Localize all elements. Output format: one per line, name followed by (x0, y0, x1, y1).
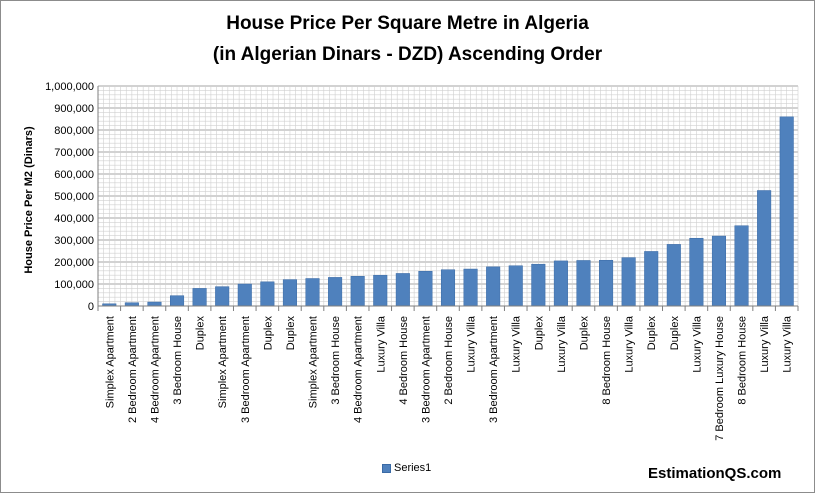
bar (350, 276, 365, 307)
x-tick-label: Luxury Villa (782, 315, 794, 373)
x-tick-label: Luxury Villa (759, 315, 771, 373)
x-tick-label: Luxury Villa (624, 315, 636, 373)
bar (508, 265, 523, 307)
bar (147, 301, 162, 307)
bar (689, 237, 704, 307)
axes (97, 86, 799, 311)
x-tick-label: 2 Bedroom House (443, 316, 455, 405)
y-tick-label: 0 (88, 301, 94, 313)
chart-title: House Price Per Square Metre in Algeria (226, 13, 589, 34)
y-tick-label: 400,000 (54, 213, 94, 225)
bar (395, 273, 410, 307)
bar (711, 235, 726, 307)
y-tick-label: 200,000 (54, 257, 94, 269)
legend-swatch (382, 463, 391, 473)
y-tick-label: 900,000 (54, 103, 94, 115)
bar (757, 190, 772, 307)
x-tick-label: 3 Bedroom House (330, 316, 342, 405)
bar (531, 263, 546, 307)
y-tick-label: 1,000,000 (45, 81, 94, 93)
x-tick-label: Luxury Villa (511, 315, 523, 373)
x-tick-label: 4 Bedroom House (398, 316, 410, 405)
x-tick-label: 3 Bedroom Apartment (488, 316, 500, 423)
bar (576, 260, 591, 307)
bar (734, 225, 749, 307)
x-tick-label: 4 Bedroom Apartment (149, 316, 161, 423)
bar (305, 278, 320, 307)
bar (779, 116, 794, 307)
x-tick-label: Duplex (262, 316, 274, 351)
legend-label: Series1 (394, 462, 432, 474)
y-tick-label: 500,000 (54, 191, 94, 203)
y-tick-label: 300,000 (54, 235, 94, 247)
bar (373, 274, 388, 307)
x-tick-label: 3 Bedroom Apartment (240, 316, 252, 423)
bar (418, 270, 433, 307)
y-tick-label: 800,000 (54, 125, 94, 137)
x-tick-label: Duplex (646, 316, 658, 351)
watermark: EstimationQS.com (648, 465, 782, 482)
bar (486, 266, 501, 307)
x-tick-label: 3 Bedroom Apartment (420, 316, 432, 423)
bar (260, 281, 275, 307)
chart-subtitle: (in Algerian Dinars - DZD) Ascending Ord… (212, 44, 603, 65)
x-tick-label: Luxury Villa (466, 315, 478, 373)
bar (237, 283, 252, 307)
bar (644, 251, 659, 307)
x-tick-label: 2 Bedroom Apartment (127, 316, 139, 423)
x-tick-labels: Simplex Apartment 2 Bedroom Apartment 4 Be… (104, 315, 793, 441)
legend: Series1 (382, 462, 431, 474)
bar (666, 244, 681, 307)
x-tick-label: 7 Bedroom Luxury House (714, 316, 726, 441)
x-tick-label: Simplex Apartment (104, 316, 116, 408)
x-tick-label: 8 Bedroom House (601, 316, 613, 405)
x-tick-label: Luxury Villa (556, 315, 568, 373)
x-tick-label: Simplex Apartment (217, 316, 229, 408)
bar (282, 279, 297, 307)
bar (440, 269, 456, 307)
bar (553, 260, 568, 307)
x-tick-label: Luxury Villa (691, 315, 703, 373)
x-tick-label: Simplex Apartment (308, 316, 320, 408)
bar (170, 295, 185, 307)
bar (328, 277, 343, 307)
y-tick-label: 600,000 (54, 169, 94, 181)
y-tick-labels: 0 100,000 200,000 300,000 400,000 500,000 600,… (45, 81, 94, 313)
y-tick-label: 100,000 (54, 279, 94, 291)
x-tick-label: Duplex (533, 316, 545, 351)
x-tick-label: 4 Bedroom Apartment (353, 316, 365, 423)
y-tick-label: 700,000 (54, 147, 94, 159)
x-tick-label: Duplex (578, 316, 590, 351)
bar (463, 268, 478, 307)
x-tick-label: Duplex (669, 316, 681, 351)
bar (621, 257, 636, 307)
x-tick-label: 3 Bedroom House (172, 316, 184, 405)
x-tick-label: Duplex (285, 316, 297, 351)
bar (215, 286, 230, 307)
x-tick-label: Luxury Villa (375, 315, 387, 373)
x-tick-label: 8 Bedroom House (737, 316, 749, 405)
bar (192, 288, 207, 307)
x-tick-label: Duplex (195, 316, 207, 351)
bar (599, 259, 614, 307)
